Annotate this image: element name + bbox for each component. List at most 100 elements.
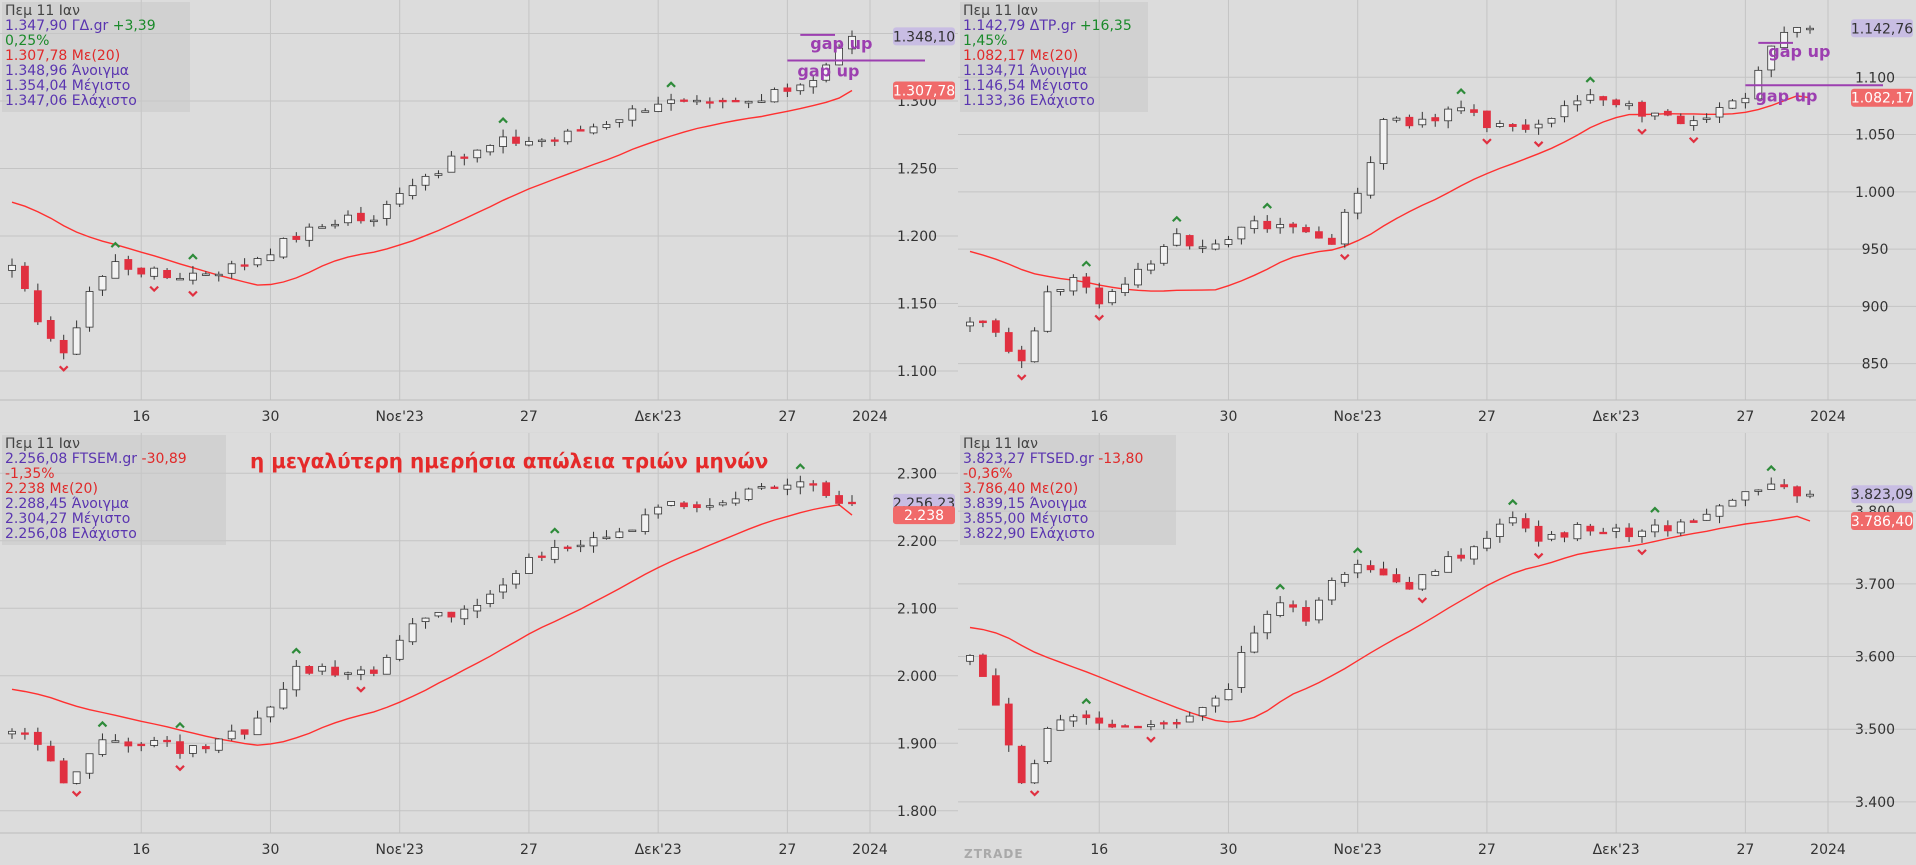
candle[interactable] [279, 682, 288, 710]
candle[interactable] [770, 485, 779, 489]
candle[interactable] [1663, 109, 1672, 117]
candle[interactable] [1767, 477, 1776, 490]
candle[interactable] [1405, 114, 1414, 129]
candle[interactable] [1754, 489, 1763, 496]
candle[interactable] [408, 618, 417, 645]
candle[interactable] [1302, 600, 1310, 626]
candle[interactable] [1508, 511, 1517, 526]
chart-panel-ftsem[interactable]: 1.800 1.900 2.000 2.100 2.200 2.300 16 30 Νοε'23… [0, 433, 958, 865]
candle[interactable] [1663, 520, 1672, 537]
candle[interactable] [85, 286, 94, 332]
candle[interactable] [163, 736, 171, 747]
candle[interactable] [563, 128, 572, 145]
candle[interactable] [1741, 92, 1750, 109]
candle[interactable] [111, 734, 120, 743]
candle[interactable] [318, 663, 327, 675]
candle[interactable] [783, 478, 792, 496]
candle[interactable] [680, 501, 688, 510]
candle[interactable] [705, 97, 714, 109]
candle[interactable] [33, 283, 42, 325]
candle[interactable] [201, 744, 210, 754]
candle[interactable] [991, 318, 1000, 337]
candle[interactable] [563, 545, 572, 552]
candle[interactable] [537, 551, 546, 561]
candle[interactable] [1560, 100, 1569, 123]
candle[interactable] [447, 611, 456, 623]
candle[interactable] [1612, 523, 1621, 539]
candle[interactable] [176, 734, 184, 759]
candle[interactable] [499, 129, 507, 154]
candle[interactable] [460, 153, 469, 166]
candle[interactable] [1056, 714, 1065, 731]
candle[interactable] [1457, 548, 1465, 562]
candle[interactable] [124, 255, 133, 276]
candle[interactable] [8, 728, 16, 739]
candle[interactable] [809, 75, 818, 94]
candle[interactable] [331, 660, 339, 678]
candle[interactable] [1134, 725, 1142, 729]
candle[interactable] [1159, 720, 1168, 730]
candle[interactable] [1017, 744, 1026, 784]
candle[interactable] [1353, 187, 1362, 220]
candle[interactable] [822, 480, 831, 498]
candle[interactable] [279, 237, 288, 259]
candle[interactable] [1547, 531, 1556, 542]
candle[interactable] [1043, 285, 1052, 333]
candle[interactable] [537, 138, 546, 148]
candle[interactable] [305, 223, 314, 247]
candle[interactable] [1689, 115, 1698, 131]
candle[interactable] [680, 98, 688, 103]
candle[interactable] [718, 500, 727, 507]
candle[interactable] [1095, 282, 1104, 309]
candle[interactable] [447, 151, 456, 173]
candle[interactable] [1625, 523, 1633, 542]
candle[interactable] [408, 178, 417, 200]
candle[interactable] [21, 727, 29, 740]
candle[interactable] [98, 733, 107, 757]
candle[interactable] [1638, 100, 1646, 123]
candle[interactable] [214, 738, 223, 754]
candle[interactable] [628, 105, 637, 127]
candle[interactable] [1289, 222, 1297, 234]
candle[interactable] [1715, 102, 1724, 123]
candle[interactable] [266, 705, 275, 723]
candle[interactable] [1147, 720, 1155, 731]
candle[interactable] [1263, 215, 1272, 233]
candle[interactable] [1625, 100, 1633, 110]
candle[interactable] [512, 129, 520, 146]
candle[interactable] [1521, 513, 1530, 533]
candle[interactable] [1172, 718, 1181, 729]
candle[interactable] [1599, 527, 1608, 535]
candle[interactable] [46, 740, 55, 762]
candle[interactable] [757, 483, 766, 490]
candle[interactable] [227, 724, 236, 741]
candle[interactable] [1069, 274, 1078, 296]
candle[interactable] [1418, 111, 1427, 128]
candle[interactable] [1431, 113, 1440, 127]
candle[interactable] [979, 320, 987, 328]
chart-canvas-ftsed[interactable]: 3.4003.5003.6003.7003.8001630Νοε'2327Δεκ… [958, 433, 1916, 865]
candle[interactable] [783, 83, 792, 98]
candle[interactable] [654, 96, 663, 113]
candle[interactable] [693, 501, 701, 513]
candle[interactable] [421, 173, 430, 191]
candle[interactable] [1327, 233, 1336, 245]
candle[interactable] [318, 223, 327, 229]
candle[interactable] [667, 93, 675, 111]
candle[interactable] [835, 44, 843, 66]
candle[interactable] [979, 653, 987, 677]
candle[interactable] [1431, 569, 1440, 577]
candle[interactable] [395, 635, 404, 662]
candle[interactable] [525, 553, 533, 574]
candle[interactable] [72, 771, 81, 785]
candle[interactable] [1276, 596, 1285, 618]
candle[interactable] [59, 758, 68, 784]
chart-panel-dtr[interactable]: 850 900 950 1.000 1.050 1.100 16 30 Νοε'23 27 Δεκ'… [958, 0, 1916, 432]
candle[interactable] [1082, 273, 1091, 294]
candle[interactable] [1198, 239, 1207, 254]
candle[interactable] [214, 271, 223, 282]
candle[interactable] [1392, 116, 1401, 123]
candle[interactable] [473, 149, 482, 163]
candle[interactable] [1250, 625, 1259, 654]
candle[interactable] [1069, 714, 1078, 727]
